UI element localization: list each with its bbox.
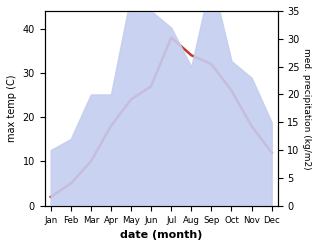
Y-axis label: max temp (C): max temp (C) (7, 75, 17, 142)
X-axis label: date (month): date (month) (120, 230, 202, 240)
Y-axis label: med. precipitation (kg/m2): med. precipitation (kg/m2) (302, 48, 311, 169)
